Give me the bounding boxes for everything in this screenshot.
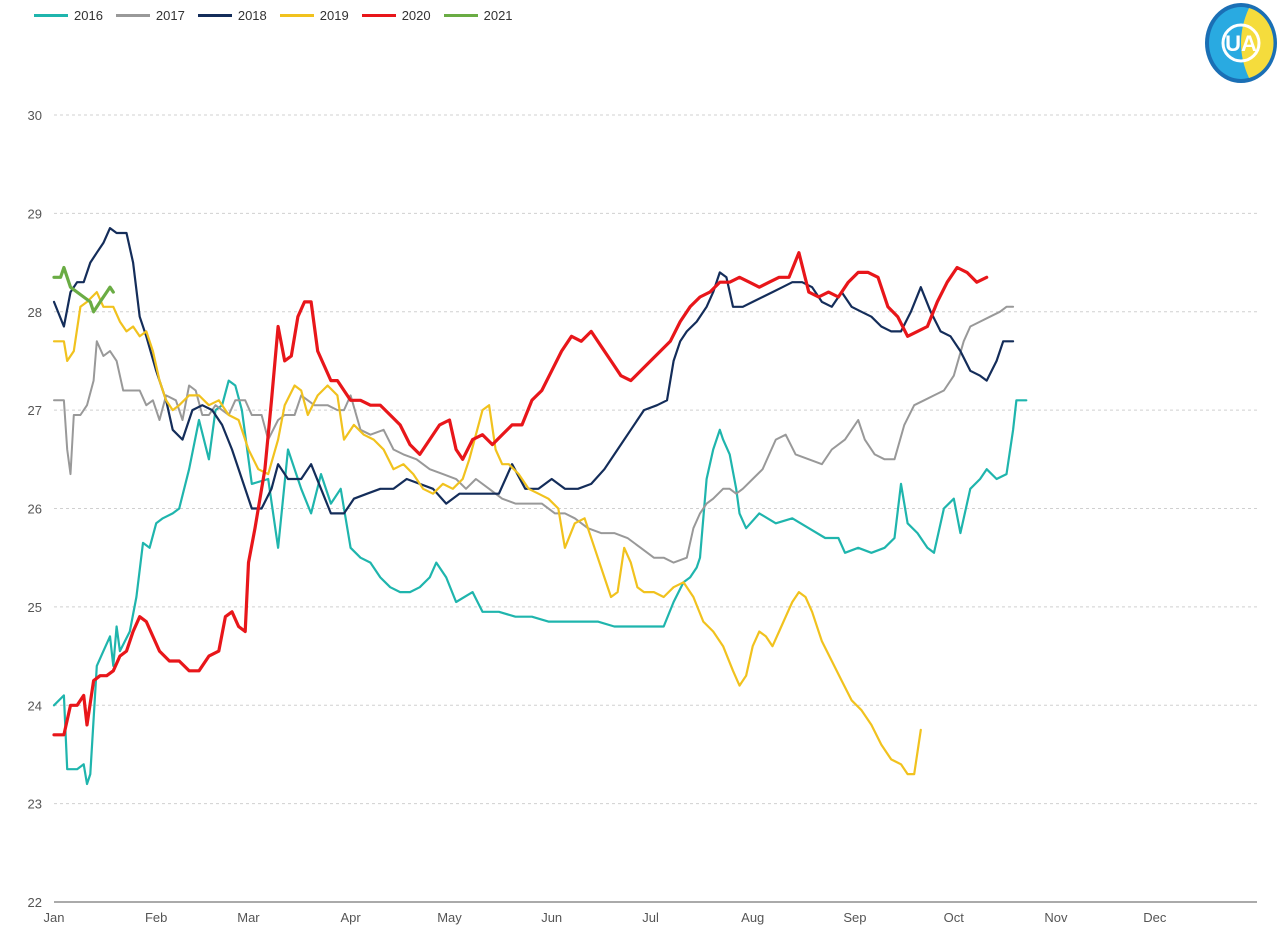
y-tick-label: 28 [28, 305, 42, 320]
legend: 2016 2017 2018 2019 2020 2021 [34, 8, 526, 23]
series-line-2017 [53, 305, 1015, 564]
y-tick-label: 26 [28, 502, 42, 517]
legend-swatch [279, 14, 314, 17]
x-tick-label: Jun [541, 910, 562, 925]
legend-swatch [115, 14, 150, 17]
legend-swatch [34, 14, 68, 17]
x-tick-label: May [437, 910, 462, 925]
x-tick-label: Sep [843, 910, 866, 925]
x-tick-label: Apr [341, 910, 362, 925]
legend-label: 2020 [401, 8, 431, 23]
x-tick-label: Jan [44, 910, 65, 925]
legend-label: 2016 [74, 8, 103, 23]
series-line-2021 [52, 265, 115, 314]
legend-item-2020: 2020 [361, 8, 431, 23]
legend-label: 2021 [483, 8, 513, 23]
legend-item-2018: 2018 [197, 8, 267, 23]
legend-item-2017: 2017 [115, 8, 185, 23]
legend-item-2016: 2016 [34, 8, 103, 23]
y-tick-label: 29 [28, 206, 42, 221]
x-tick-label: Aug [741, 910, 764, 925]
y-tick-label: 23 [28, 797, 42, 812]
y-tick-label: 27 [28, 403, 42, 418]
series-line-2019 [52, 291, 922, 776]
legend-swatch [443, 14, 478, 17]
logo: UA [1205, 3, 1277, 83]
series-line-2018 [52, 227, 1015, 515]
legend-label: 2018 [237, 8, 267, 23]
legend-label: 2017 [155, 8, 185, 23]
x-tick-label: Oct [944, 910, 965, 925]
x-tick-label: Mar [237, 910, 260, 925]
y-tick-label: 25 [28, 600, 42, 615]
y-tick-label: 30 [28, 108, 42, 123]
y-tick-label: 22 [28, 895, 42, 910]
series-line-2016 [52, 379, 1028, 786]
series-line-2020 [52, 251, 989, 737]
x-tick-label: Nov [1044, 910, 1068, 925]
legend-item-2021: 2021 [443, 8, 513, 23]
x-tick-label: Jul [642, 910, 659, 925]
legend-label: 2019 [319, 8, 349, 23]
legend-item-2019: 2019 [279, 8, 349, 23]
legend-swatch [361, 14, 396, 17]
legend-swatch [197, 14, 232, 17]
logo-inner-ring [1221, 23, 1261, 63]
x-tick-label: Feb [145, 910, 167, 925]
logo-text: UA [1225, 31, 1257, 56]
x-tick-label: Dec [1143, 910, 1167, 925]
y-tick-label: 24 [28, 698, 42, 713]
